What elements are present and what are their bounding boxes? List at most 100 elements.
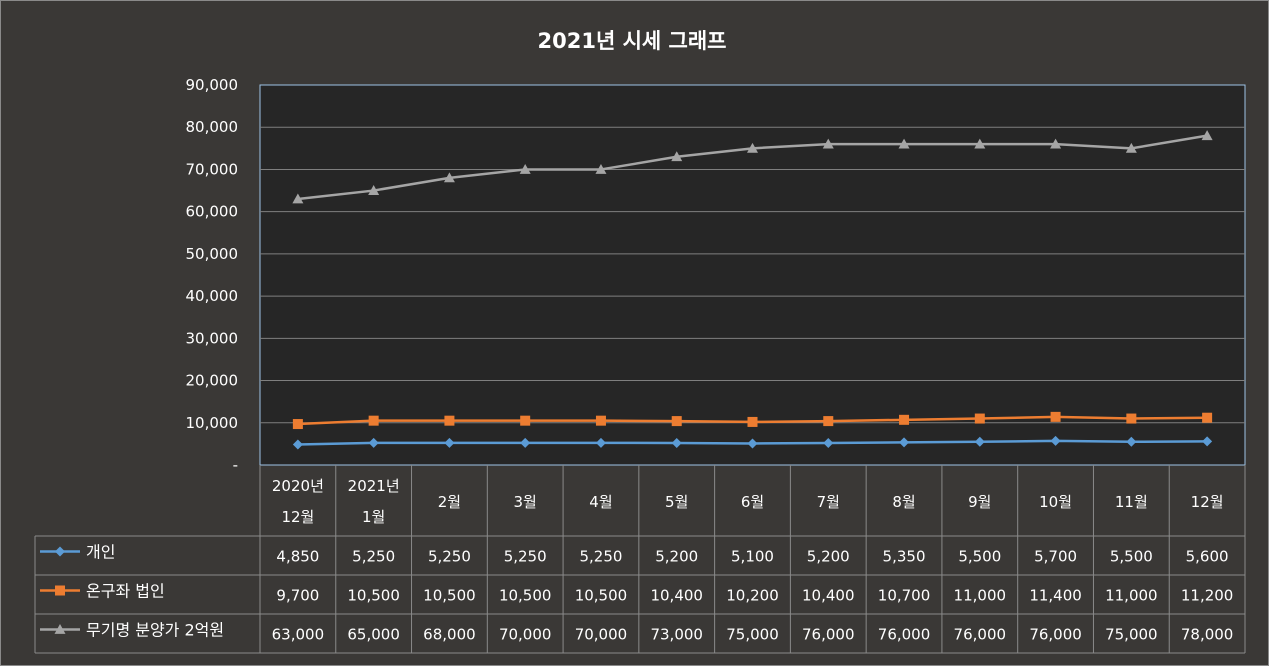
x-category-label: 3월 xyxy=(514,493,537,511)
marker-diamond xyxy=(671,438,682,449)
y-tick-label: 30,000 xyxy=(186,329,239,347)
x-category-label: 2월 xyxy=(438,493,461,511)
data-label: 76,000 xyxy=(802,626,855,644)
x-category-label: 5월 xyxy=(665,493,688,511)
x-category-label: 12월 xyxy=(1191,493,1224,511)
marker-square xyxy=(1202,412,1213,423)
data-label: 5,100 xyxy=(731,548,774,566)
marker-triangle xyxy=(671,151,683,162)
x-category-label: 6월 xyxy=(741,493,764,511)
marker-square xyxy=(292,419,303,430)
data-label: 78,000 xyxy=(1181,626,1234,644)
x-category-label: 2021년 xyxy=(348,477,400,495)
marker-square xyxy=(1050,411,1061,422)
marker-triangle xyxy=(1201,130,1213,141)
y-tick-label: 50,000 xyxy=(186,245,239,263)
marker-square xyxy=(823,416,834,427)
marker-diamond xyxy=(595,437,606,448)
data-label: 9,700 xyxy=(276,587,319,605)
marker-square xyxy=(55,585,65,596)
legend-label: 온구좌 법인 xyxy=(86,582,165,601)
legend-row: 무기명 분양가 2억원 xyxy=(40,621,224,640)
data-label: 76,000 xyxy=(878,626,931,644)
data-label: 70,000 xyxy=(499,626,552,644)
y-tick-label: - xyxy=(233,456,238,474)
marker-diamond xyxy=(292,439,303,450)
data-label: 10,500 xyxy=(575,587,628,605)
y-tick-label: 80,000 xyxy=(186,118,239,136)
marker-square xyxy=(595,415,606,426)
x-category-label: 7월 xyxy=(817,493,840,511)
marker-square xyxy=(520,415,531,426)
data-label: 10,500 xyxy=(499,587,552,605)
marker-triangle xyxy=(368,185,380,195)
chart-title: 2021년 시세 그래프 xyxy=(538,29,727,53)
data-label: 5,350 xyxy=(883,548,926,566)
y-tick-label: 60,000 xyxy=(186,203,239,221)
data-label: 5,250 xyxy=(579,548,622,566)
x-category-label: 10월 xyxy=(1039,493,1072,511)
data-label: 11,400 xyxy=(1029,587,1082,605)
data-label: 63,000 xyxy=(272,626,325,644)
marker-diamond xyxy=(55,546,65,557)
legend-label: 무기명 분양가 2억원 xyxy=(86,621,224,640)
marker-triangle xyxy=(54,624,66,634)
series-triangle xyxy=(292,130,1213,204)
data-label: 10,700 xyxy=(878,587,931,605)
data-label: 5,500 xyxy=(958,548,1001,566)
marker-diamond xyxy=(368,437,379,448)
x-category-label: 8월 xyxy=(892,493,915,511)
data-label: 5,700 xyxy=(1034,548,1077,566)
marker-square xyxy=(671,416,682,427)
data-label: 4,850 xyxy=(276,548,319,566)
x-category-label: 4월 xyxy=(589,493,612,511)
plot-area xyxy=(259,84,1246,466)
marker-triangle xyxy=(443,172,455,183)
marker-diamond xyxy=(823,438,834,449)
y-tick-label: 10,000 xyxy=(186,414,239,432)
y-tick-label: 40,000 xyxy=(186,287,239,305)
data-label: 5,250 xyxy=(504,548,547,566)
marker-diamond xyxy=(974,436,985,447)
legend-label: 개인 xyxy=(86,543,115,562)
marker-diamond xyxy=(520,437,531,448)
marker-diamond xyxy=(444,437,455,448)
y-tick-label: 20,000 xyxy=(186,372,239,390)
marker-triangle xyxy=(1125,142,1137,153)
data-label: 5,200 xyxy=(655,548,698,566)
x-category-label: 12월 xyxy=(281,508,314,526)
marker-square xyxy=(1126,413,1137,424)
marker-triangle xyxy=(747,142,758,153)
data-label: 76,000 xyxy=(954,626,1007,644)
data-label: 70,000 xyxy=(575,626,628,644)
legend-row: 온구좌 법인 xyxy=(40,582,165,601)
marker-square xyxy=(974,413,985,424)
marker-diamond xyxy=(1126,436,1137,447)
data-label: 5,200 xyxy=(807,548,850,566)
data-label: 5,250 xyxy=(428,548,471,566)
data-label: 68,000 xyxy=(423,626,476,644)
series-diamond xyxy=(292,435,1213,450)
marker-triangle xyxy=(974,138,986,149)
marker-diamond xyxy=(1050,435,1061,446)
data-label: 73,000 xyxy=(650,626,703,644)
y-tick-label: 70,000 xyxy=(186,160,239,178)
series-square xyxy=(292,411,1213,430)
marker-diamond xyxy=(747,438,758,449)
marker-square xyxy=(444,415,455,426)
marker-square xyxy=(747,416,758,427)
marker-triangle xyxy=(595,163,607,174)
data-label: 10,500 xyxy=(423,587,476,605)
marker-triangle xyxy=(898,138,910,149)
data-label: 5,500 xyxy=(1110,548,1153,566)
data-label: 75,000 xyxy=(1105,626,1158,644)
data-label: 11,000 xyxy=(954,587,1007,605)
marker-triangle xyxy=(1050,138,1062,149)
marker-diamond xyxy=(899,437,910,448)
data-label: 10,500 xyxy=(347,587,400,605)
marker-triangle xyxy=(519,163,531,174)
marker-square xyxy=(368,415,379,426)
marker-triangle xyxy=(822,138,834,149)
data-label: 75,000 xyxy=(726,626,779,644)
